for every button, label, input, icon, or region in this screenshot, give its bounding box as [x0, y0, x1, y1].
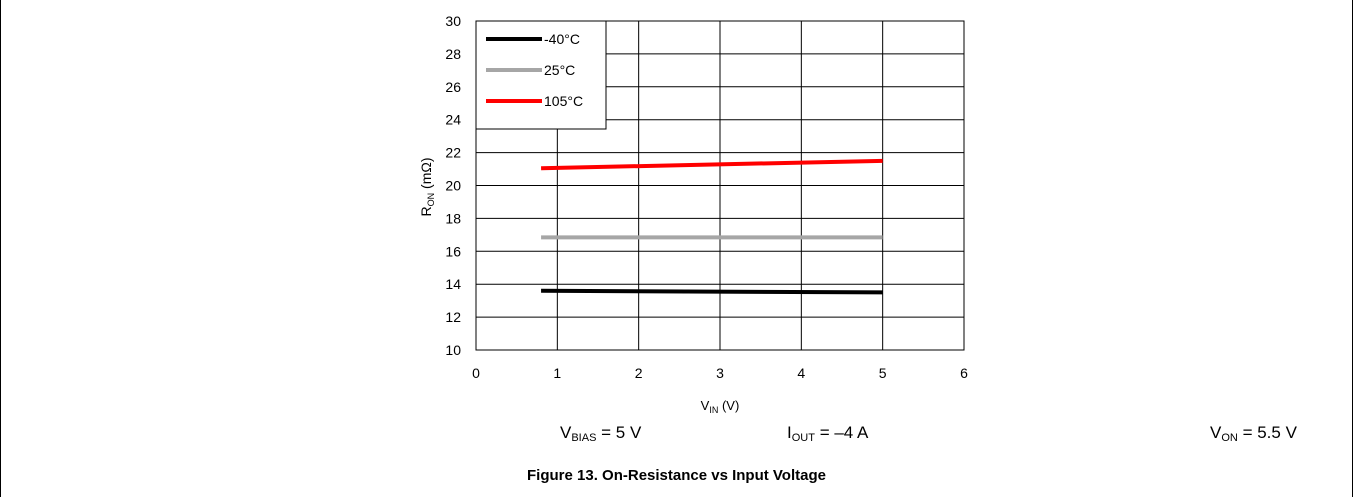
condition-vbias: VBIAS = 5 V [560, 423, 642, 444]
x-axis-label: VIN (V) [701, 398, 740, 415]
plot-border [475, 20, 965, 351]
y-tick-label: 14 [445, 276, 461, 292]
y-tick-label: 26 [445, 79, 461, 95]
y-tick-label: 24 [445, 112, 461, 128]
x-tick-label: 5 [879, 365, 887, 381]
x-tick-label: 0 [472, 365, 480, 381]
condition-iout: IOUT = –4 A [787, 423, 869, 444]
legend-label: 105°C [544, 93, 583, 109]
series-layer [541, 158, 883, 295]
x-tick-label: 6 [960, 365, 968, 381]
legend-label: 25°C [544, 62, 575, 78]
y-tick-label: 22 [445, 145, 461, 161]
condition-von: VON = 5.5 V [1210, 423, 1297, 444]
legend-label: -40°C [544, 31, 580, 47]
series-line [541, 288, 883, 295]
legend: -40°C 25°C 105°C [475, 20, 607, 130]
x-tick-label: 3 [716, 365, 724, 381]
x-tick-label: 4 [797, 365, 805, 381]
x-tick-label: 1 [553, 365, 561, 381]
y-tick-label: 30 [445, 13, 461, 29]
figure-caption: Figure 13. On-Resistance vs Input Voltag… [527, 467, 826, 484]
y-axis-label: RON (mΩ) [418, 158, 436, 217]
x-tick-label: 2 [635, 365, 643, 381]
grid [475, 20, 965, 351]
y-tick-label: 10 [445, 342, 461, 358]
y-tick-label: 20 [445, 178, 461, 194]
series-line [541, 158, 883, 171]
y-tick-label: 28 [445, 46, 461, 62]
y-tick-label: 16 [445, 243, 461, 259]
y-tick-label: 12 [445, 309, 461, 325]
y-tick-label: 18 [445, 210, 461, 226]
